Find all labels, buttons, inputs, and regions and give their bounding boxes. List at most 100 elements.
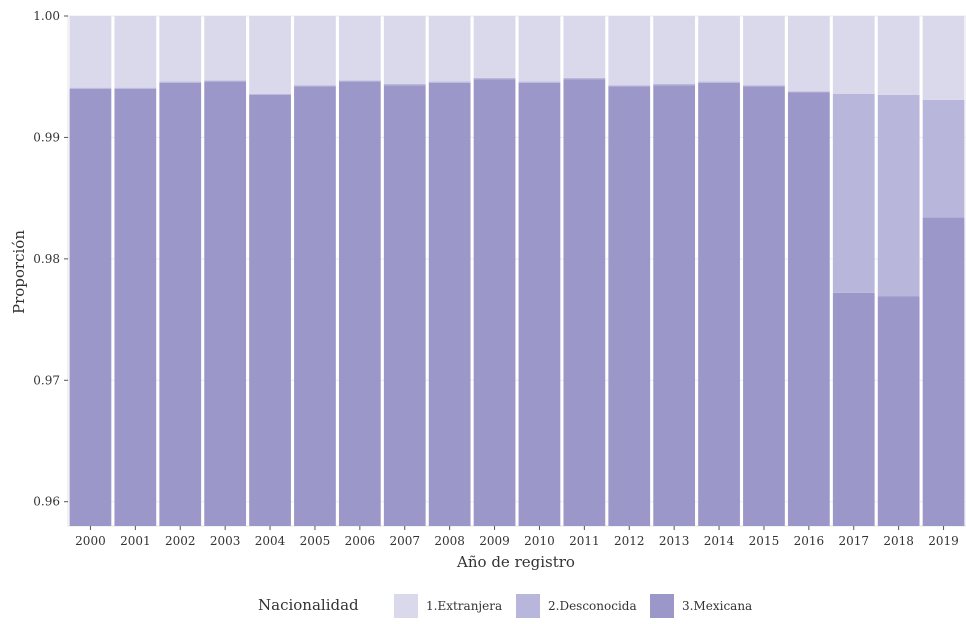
plot-panel xyxy=(67,15,966,527)
legend-key xyxy=(650,594,674,618)
x-axis: 2000 2001 2002 2003 2004 2005 2006 2007 2008 2009… xyxy=(75,526,959,548)
legend-key xyxy=(516,594,540,618)
y-tick-label: 0.99 xyxy=(33,130,60,144)
bar-segment xyxy=(428,82,471,527)
legend-title: Nacionalidad xyxy=(258,596,359,614)
bar-segment xyxy=(743,16,785,86)
x-tick-label: 2001 xyxy=(120,534,151,548)
bar-segment xyxy=(922,217,965,527)
bar-segment xyxy=(338,16,381,81)
bars xyxy=(69,16,965,527)
bar-segment xyxy=(787,92,830,526)
bar-segment xyxy=(159,82,202,527)
bar-segment xyxy=(69,16,112,88)
bar-segment xyxy=(563,79,606,527)
legend-item-label: 2.Desconocida xyxy=(548,599,637,613)
bar-segment xyxy=(204,81,247,527)
bar-segment xyxy=(338,80,381,82)
x-tick-label: 2017 xyxy=(838,534,869,548)
bar-segment xyxy=(877,16,920,95)
x-tick-label: 2006 xyxy=(345,534,376,548)
bar-segment xyxy=(383,16,426,84)
bar-segment xyxy=(922,16,965,100)
x-tick-label: 2009 xyxy=(479,534,510,548)
bar-segment xyxy=(383,85,426,526)
x-tick-label: 2003 xyxy=(210,534,241,548)
legend: Nacionalidad 1.Extranjera 2.Desconocida 3.… xyxy=(258,594,752,618)
bar-segment xyxy=(473,77,516,80)
x-tick-label: 2002 xyxy=(165,534,196,548)
x-tick-label: 2007 xyxy=(389,534,420,548)
bar-segment xyxy=(338,81,381,527)
y-axis-title: Proporción xyxy=(10,230,28,314)
x-tick-label: 2015 xyxy=(749,534,780,548)
x-tick-label: 2012 xyxy=(614,534,645,548)
bar-segment xyxy=(114,88,157,526)
x-tick-label: 2005 xyxy=(300,534,331,548)
bar-segment xyxy=(518,82,561,527)
x-tick-label: 2010 xyxy=(524,534,555,548)
bar-segment xyxy=(563,16,606,78)
x-tick-label: 2016 xyxy=(794,534,825,548)
bar-segment xyxy=(608,85,651,87)
bar-segment xyxy=(249,94,291,526)
legend-key xyxy=(394,594,418,618)
x-tick-label: 2008 xyxy=(434,534,465,548)
bar-segment xyxy=(743,85,785,87)
bar-segment xyxy=(698,81,740,83)
x-tick-label: 2018 xyxy=(883,534,914,548)
legend-item-label: 3.Mexicana xyxy=(682,599,752,613)
bar-segment xyxy=(698,82,740,527)
bar-segment xyxy=(204,80,247,82)
bar-segment xyxy=(698,16,740,82)
x-tick-label: 2011 xyxy=(569,534,600,548)
bar-segment xyxy=(743,86,785,526)
x-tick-label: 2013 xyxy=(659,534,690,548)
bar-segment xyxy=(518,16,561,82)
bar-segment xyxy=(428,16,471,82)
bar-segment xyxy=(114,16,157,88)
x-tick-label: 2014 xyxy=(704,534,735,548)
y-axis: 0.96 0.97 0.98 0.99 1.00 xyxy=(33,9,68,509)
bar-segment xyxy=(608,16,651,86)
legend-item-label: 1.Extranjera xyxy=(426,599,502,613)
bar-segment xyxy=(159,81,202,83)
bar-segment xyxy=(787,16,830,92)
bar-segment xyxy=(69,87,112,89)
bar-segment xyxy=(294,16,336,86)
bar-segment xyxy=(922,99,965,218)
bar-segment xyxy=(249,93,291,95)
y-tick-label: 1.00 xyxy=(33,9,60,23)
y-tick-label: 0.97 xyxy=(33,373,60,387)
bar-segment xyxy=(653,16,696,84)
bar-segment xyxy=(877,296,920,526)
bar-segment xyxy=(383,84,426,86)
bar-segment xyxy=(518,81,561,83)
bar-segment xyxy=(608,86,651,526)
bar-segment xyxy=(428,81,471,83)
bar-segment xyxy=(563,77,606,80)
bar-segment xyxy=(832,16,875,94)
bar-segment xyxy=(294,85,336,87)
x-axis-title: Año de registro xyxy=(456,553,575,571)
bar-segment xyxy=(832,292,875,526)
x-tick-label: 2019 xyxy=(928,534,959,548)
bar-segment xyxy=(832,93,875,293)
bar-segment xyxy=(473,79,516,527)
bar-segment xyxy=(787,91,830,93)
x-tick-label: 2004 xyxy=(255,534,286,548)
bar-segment xyxy=(294,86,336,526)
bar-segment xyxy=(204,16,247,81)
bar-segment xyxy=(653,84,696,86)
bar-segment xyxy=(653,85,696,526)
bar-segment xyxy=(114,87,157,89)
bar-segment xyxy=(69,88,112,526)
bar-segment xyxy=(249,16,291,94)
bar-segment xyxy=(159,16,202,82)
bar-segment xyxy=(473,16,516,78)
x-tick-label: 2000 xyxy=(75,534,106,548)
bar-segment xyxy=(877,94,920,297)
y-tick-label: 0.96 xyxy=(33,495,60,509)
grid-lines xyxy=(67,15,966,527)
